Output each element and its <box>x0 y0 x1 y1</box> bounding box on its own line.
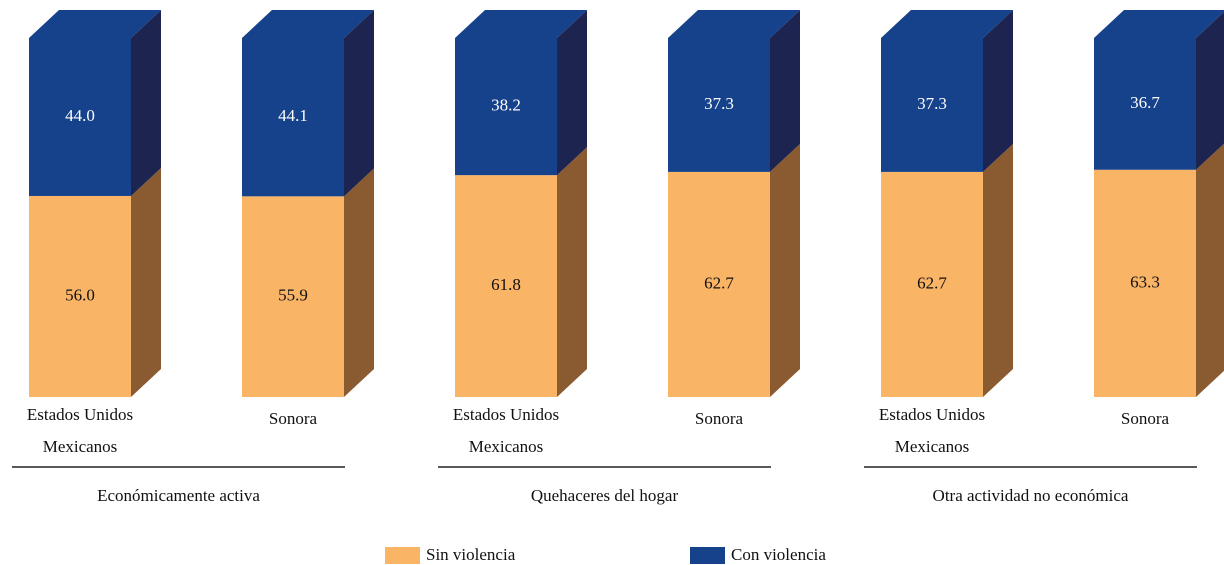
bar-top <box>29 10 161 38</box>
bar <box>881 38 983 172</box>
value-label: 37.3 <box>704 94 734 113</box>
bar-side <box>983 10 1013 172</box>
bar <box>881 171 983 397</box>
legend-swatch <box>690 547 725 564</box>
value-label: 38.2 <box>491 95 521 114</box>
bar-top <box>455 10 587 38</box>
value-label: 55.9 <box>278 286 308 305</box>
x-tick-label: Estados Unidos <box>879 405 985 424</box>
bar-side <box>557 147 587 397</box>
value-label: 56.0 <box>65 285 95 304</box>
value-label: 62.7 <box>917 273 947 292</box>
bar-side <box>131 167 161 397</box>
legend-label: Sin violencia <box>426 545 516 564</box>
group-label: Otra actividad no económica <box>933 486 1129 505</box>
bar-side <box>1196 143 1224 397</box>
value-label: 44.1 <box>278 106 308 125</box>
value-label: 44.0 <box>65 106 95 125</box>
bar <box>668 171 770 397</box>
bar <box>1094 169 1196 397</box>
value-label: 63.3 <box>1130 272 1160 291</box>
bar <box>29 195 131 397</box>
value-label: 61.8 <box>491 275 521 294</box>
bar <box>242 196 344 397</box>
legend-swatch <box>385 547 420 564</box>
x-tick-label: Mexicanos <box>43 437 118 456</box>
bar-side <box>1196 11 1224 170</box>
bar-side <box>344 168 374 397</box>
x-tick-label: Estados Unidos <box>27 405 133 424</box>
value-label: 37.3 <box>917 94 947 113</box>
bar-side <box>344 10 374 197</box>
bar-top <box>1094 10 1224 38</box>
legend-label: Con violencia <box>731 545 826 564</box>
x-tick-label: Sonora <box>269 409 318 428</box>
group-label: Quehaceres del hogar <box>531 486 679 505</box>
bar <box>668 38 770 172</box>
bar-top <box>242 10 374 38</box>
bar-top <box>881 10 1013 38</box>
bar-side <box>770 10 800 172</box>
x-tick-label: Sonora <box>1121 409 1170 428</box>
bar-side <box>770 143 800 397</box>
value-label: 62.7 <box>704 273 734 292</box>
bar-side <box>131 10 161 196</box>
bar <box>455 38 557 176</box>
bar <box>242 38 344 197</box>
x-tick-label: Sonora <box>695 409 744 428</box>
bar-top <box>668 10 800 38</box>
x-tick-label: Mexicanos <box>895 437 970 456</box>
bar-side <box>983 143 1013 397</box>
bar-side <box>557 10 587 176</box>
bar <box>1094 38 1196 170</box>
bar <box>455 175 557 397</box>
bar <box>29 38 131 196</box>
x-tick-label: Estados Unidos <box>453 405 559 424</box>
group-label: Económicamente activa <box>97 486 260 505</box>
value-label: 36.7 <box>1130 93 1160 112</box>
x-tick-label: Mexicanos <box>469 437 544 456</box>
